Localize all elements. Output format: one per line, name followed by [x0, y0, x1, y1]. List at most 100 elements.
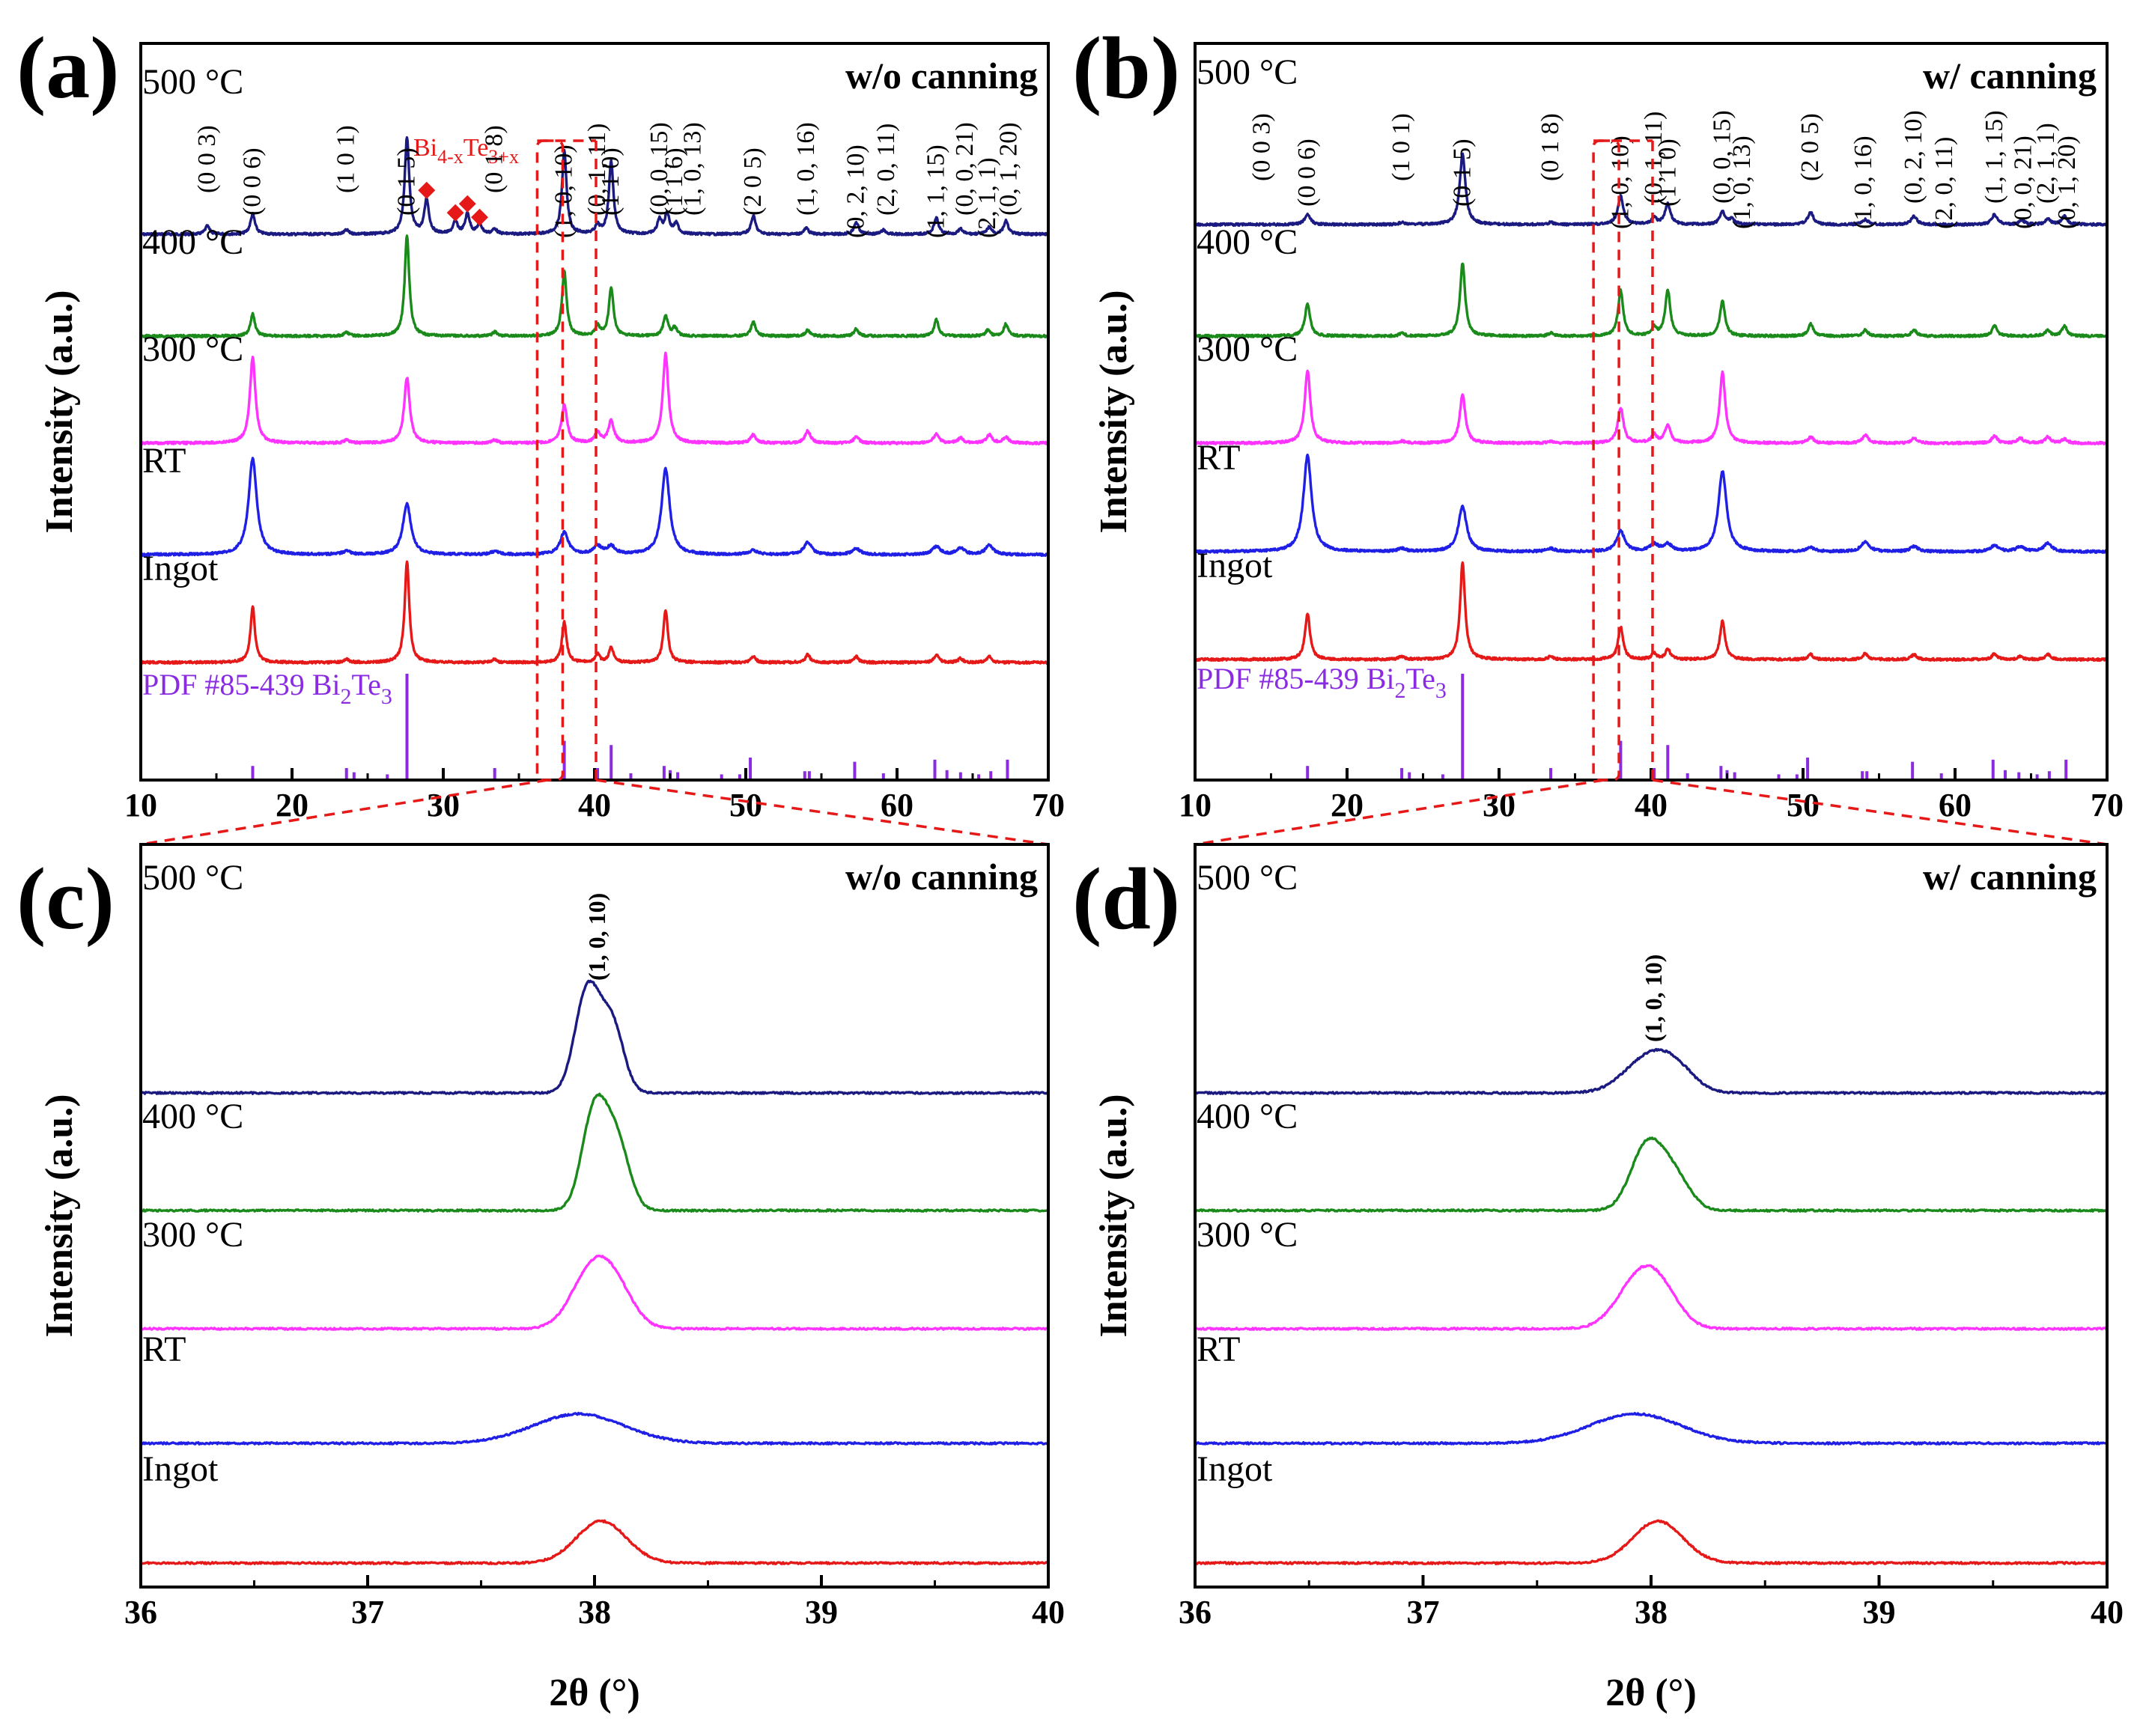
- series-label: 500 °C: [142, 858, 243, 898]
- x-tick-label: 36: [1179, 1594, 1212, 1630]
- panel-title: w/ canning: [1923, 856, 2097, 898]
- reference-pattern: PDF #85-439 Bi2Te3: [142, 668, 1009, 779]
- series-label: RT: [1197, 438, 1240, 478]
- x-tick-label: 60: [1939, 787, 1972, 823]
- x-tick-label: 20: [1331, 787, 1364, 823]
- series-label: Ingot: [142, 1449, 219, 1489]
- hkl-label: (1, 1, 15): [922, 144, 950, 238]
- series-label: 300 °C: [142, 1215, 243, 1255]
- hkl-label: (0 1 5): [1448, 138, 1476, 207]
- hkl-label: (0, 1, 11): [1640, 112, 1668, 204]
- y-axis-label: Intensity (a.u.): [38, 290, 81, 533]
- impurity-markers: ◆◆◆◆Bi4-xTe3+x: [413, 134, 519, 228]
- hkl-label: (0 1 8): [481, 125, 508, 193]
- x-tick-label: 50: [729, 787, 762, 823]
- x-tick-label: 60: [881, 787, 914, 823]
- zoom-indicator: [1194, 139, 2108, 846]
- series-label: 300 °C: [142, 329, 243, 369]
- series-line-1: [139, 135, 1050, 237]
- series-line-2: [1194, 1136, 2108, 1213]
- panel-label: (b): [1072, 19, 1180, 117]
- hkl-label: (0, 0, 15): [1708, 110, 1736, 204]
- hkl-label: (2, 0, 11): [872, 124, 900, 216]
- x-tick-label: 40: [1032, 1594, 1065, 1630]
- hkl-label: (2 0 5): [1796, 113, 1824, 181]
- series-label: 400 °C: [142, 222, 243, 262]
- x-tick-label: 70: [1032, 787, 1065, 823]
- series-label: 500 °C: [1197, 52, 1298, 92]
- x-tick-label: 10: [1179, 787, 1212, 823]
- panel-title: w/o canning: [845, 856, 1038, 898]
- series-line-4: [1194, 1412, 2108, 1446]
- hkl-label: (1, 0, 13): [678, 122, 706, 216]
- series-label: 300 °C: [1197, 1215, 1298, 1255]
- impurity-marker: ◆: [418, 177, 435, 201]
- series-label: RT: [142, 441, 186, 481]
- hkl-label: (0, 0, 15): [645, 122, 673, 216]
- hkl-label: (1, 1, 15): [1981, 110, 2008, 204]
- hkl-label: (1, 0, 10): [1606, 135, 1634, 229]
- panel-label: (d): [1072, 850, 1180, 948]
- hkl-label: (1, 0, 16): [1849, 135, 1877, 229]
- series-line-5: [139, 560, 1050, 666]
- x-tick-label: 36: [124, 1594, 157, 1630]
- x-tick-label: 39: [805, 1594, 838, 1630]
- y-axis-label: Intensity (a.u.): [38, 1094, 81, 1337]
- series-label: Ingot: [1197, 546, 1273, 585]
- y-axis-label: Intensity (a.u.): [1092, 290, 1135, 533]
- hkl-label: (0 1 5): [393, 147, 421, 216]
- series-line-4: [139, 457, 1050, 557]
- series-line-5: [1194, 561, 2109, 663]
- hkl-annotations: (0 0 3) (0 0 6) (1 0 1) (0 1 5) (0 1 8) (1, 0…: [193, 122, 1023, 238]
- x-tick-label: 37: [351, 1594, 384, 1630]
- hkl-label: (1 0 1): [332, 125, 360, 193]
- peak-label: (1, 0, 10): [1640, 954, 1667, 1042]
- impurity-marker: ◆: [447, 199, 464, 224]
- series-line-5: [140, 1519, 1049, 1565]
- series-label: RT: [142, 1330, 186, 1369]
- impurity-marker: ◆: [471, 204, 488, 228]
- hkl-label: (1 1 0): [1653, 138, 1681, 207]
- impurity-label: Bi4-xTe3+x: [413, 134, 519, 168]
- series-line-1: [1194, 1047, 2108, 1095]
- hkl-label: (0, 2, 10): [842, 144, 869, 238]
- panel-title: w/o canning: [845, 55, 1038, 97]
- reference-pattern: PDF #85-439 Bi2Te3: [1197, 662, 2068, 779]
- series-label: 500 °C: [142, 62, 243, 102]
- x-tick-label: 39: [1863, 1594, 1896, 1630]
- hkl-label: (2, 0, 11): [1930, 137, 1958, 229]
- x-tick-label: 40: [2091, 1594, 2124, 1630]
- x-axis-label: 2θ (°): [1605, 1672, 1697, 1714]
- panel-d: (d) w/ canning Intensity (a.u.) 2θ (°) 500 °…: [1072, 843, 2124, 1714]
- hkl-label: (1 1 0): [597, 147, 624, 216]
- series-line-5: [1194, 1519, 2108, 1565]
- panel-c: (c) w/o canning Intensity (a.u.) 2θ (°) 500 …: [16, 843, 1065, 1714]
- series-line-3: [1194, 1264, 2109, 1331]
- y-axis-label: Intensity (a.u.): [1092, 1094, 1135, 1337]
- series-label: Ingot: [142, 549, 219, 588]
- x-tick-label: 40: [578, 787, 611, 823]
- series-line-2: [140, 1092, 1049, 1213]
- reference-label: PDF #85-439 Bi2Te3: [142, 668, 392, 709]
- x-tick-label: 50: [1787, 787, 1820, 823]
- series-line-2: [1194, 262, 2109, 339]
- series-line-2: [139, 234, 1050, 339]
- x-tick-label: 20: [276, 787, 308, 823]
- series-line-3: [139, 351, 1050, 445]
- hkl-label: (0 1 8): [1536, 113, 1564, 181]
- x-tick-label: 70: [2091, 787, 2124, 823]
- series-line-1: [140, 979, 1049, 1095]
- series-label: 400 °C: [1197, 1097, 1298, 1136]
- x-tick-label: 38: [1635, 1594, 1668, 1630]
- panel-a: (a) w/o canning Intensity (a.u.) 500 °C 400 …: [16, 19, 1065, 846]
- panel-label: (a): [16, 19, 120, 117]
- panel-b: (b) w/ canning Intensity (a.u.) 500 °C 400 °…: [1072, 19, 2124, 846]
- x-tick-label: 30: [427, 787, 460, 823]
- x-tick-label: 38: [578, 1594, 611, 1630]
- hkl-label: (0, 1, 20): [994, 122, 1022, 216]
- x-tick-label: 30: [1483, 787, 1516, 823]
- reference-label: PDF #85-439 Bi2Te3: [1197, 662, 1447, 703]
- series-line-1: [1194, 152, 2109, 228]
- hkl-label: (0, 2, 10): [1900, 110, 1927, 204]
